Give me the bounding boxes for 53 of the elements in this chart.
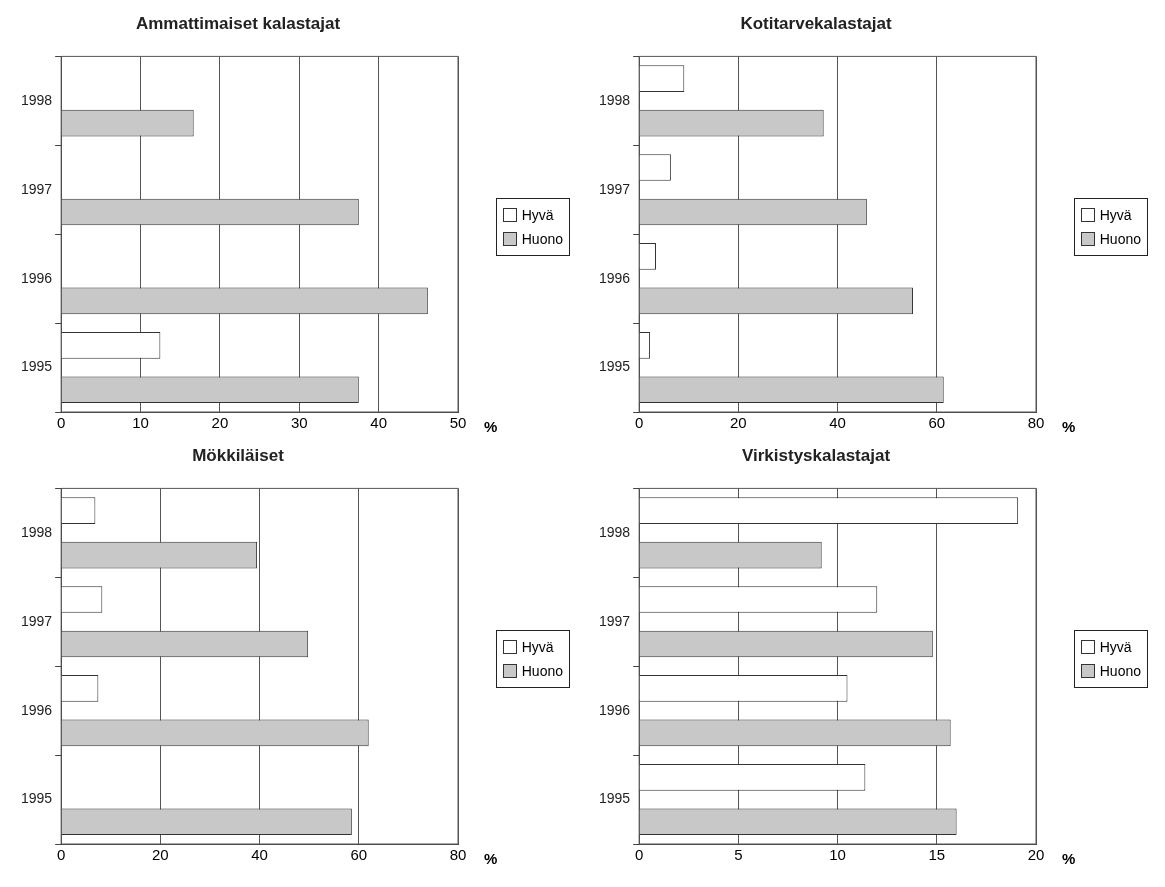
chart-title: Mökkiläiset xyxy=(192,445,285,465)
x-axis-title: % xyxy=(1062,850,1076,868)
chart-title: Ammattimaiset kalastajat xyxy=(135,13,341,33)
y-tick-label: 1998 xyxy=(20,91,53,108)
x-tick-label: 80 xyxy=(449,846,467,864)
x-tick-label: 50 xyxy=(449,414,467,432)
legend-label: Huono xyxy=(1099,230,1141,249)
x-tick-label: 15 xyxy=(928,846,946,864)
y-tick-label: 1996 xyxy=(598,269,631,286)
y-tick-label: 1998 xyxy=(20,523,53,540)
x-tick-label: 0 xyxy=(56,846,66,864)
x-tick-label: 10 xyxy=(132,414,149,432)
text: Hyvä xyxy=(1099,206,1132,225)
y-tick-label: 1997 xyxy=(20,612,53,629)
chart-title: Virkistyskalastajat xyxy=(741,445,891,465)
y-tick-label: 1997 xyxy=(598,612,631,629)
y-tick-label: 1997 xyxy=(598,180,631,197)
text: Hyvä xyxy=(521,206,554,225)
legend-label: Huono xyxy=(521,662,563,681)
text: Hyvä xyxy=(521,638,554,657)
y-tick-label: 1998 xyxy=(598,91,631,108)
x-tick-label: 10 xyxy=(829,846,846,864)
y-tick-label: 1996 xyxy=(20,269,53,286)
x-tick-label: 20 xyxy=(211,414,229,432)
x-tick-label: 30 xyxy=(290,414,308,432)
y-tick-label: 1995 xyxy=(598,790,631,807)
legend-label: Huono xyxy=(1099,662,1141,681)
x-tick-label: 40 xyxy=(251,846,268,864)
x-axis-title: % xyxy=(1062,418,1076,436)
x-tick-label: 60 xyxy=(928,414,946,432)
x-axis-title: % xyxy=(484,418,498,436)
y-tick-label: 1995 xyxy=(20,358,53,375)
chart-title: Kotitarvekalastajat xyxy=(740,13,892,33)
y-tick-label: 1995 xyxy=(20,790,53,807)
x-tick-label: 20 xyxy=(152,846,169,864)
y-tick-label: 1996 xyxy=(20,701,53,718)
x-tick-label: 0 xyxy=(634,846,644,864)
legend-label: Huono xyxy=(521,230,563,249)
y-tick-label: 1996 xyxy=(598,701,631,718)
x-tick-label: 80 xyxy=(1027,414,1045,432)
x-tick-label: 20 xyxy=(730,414,747,432)
x-tick-label: 0 xyxy=(56,414,66,432)
y-tick-label: 1995 xyxy=(598,358,631,375)
y-tick-label: 1998 xyxy=(598,523,631,540)
x-tick-label: 40 xyxy=(829,414,846,432)
x-tick-label: 20 xyxy=(1027,846,1045,864)
x-tick-label: 40 xyxy=(370,414,387,432)
y-tick-label: 1997 xyxy=(20,180,53,197)
text: Hyvä xyxy=(1099,638,1132,657)
x-tick-label: 5 xyxy=(734,846,743,864)
x-tick-label: 60 xyxy=(350,846,368,864)
x-tick-label: 0 xyxy=(634,414,644,432)
x-axis-title: % xyxy=(484,850,498,868)
